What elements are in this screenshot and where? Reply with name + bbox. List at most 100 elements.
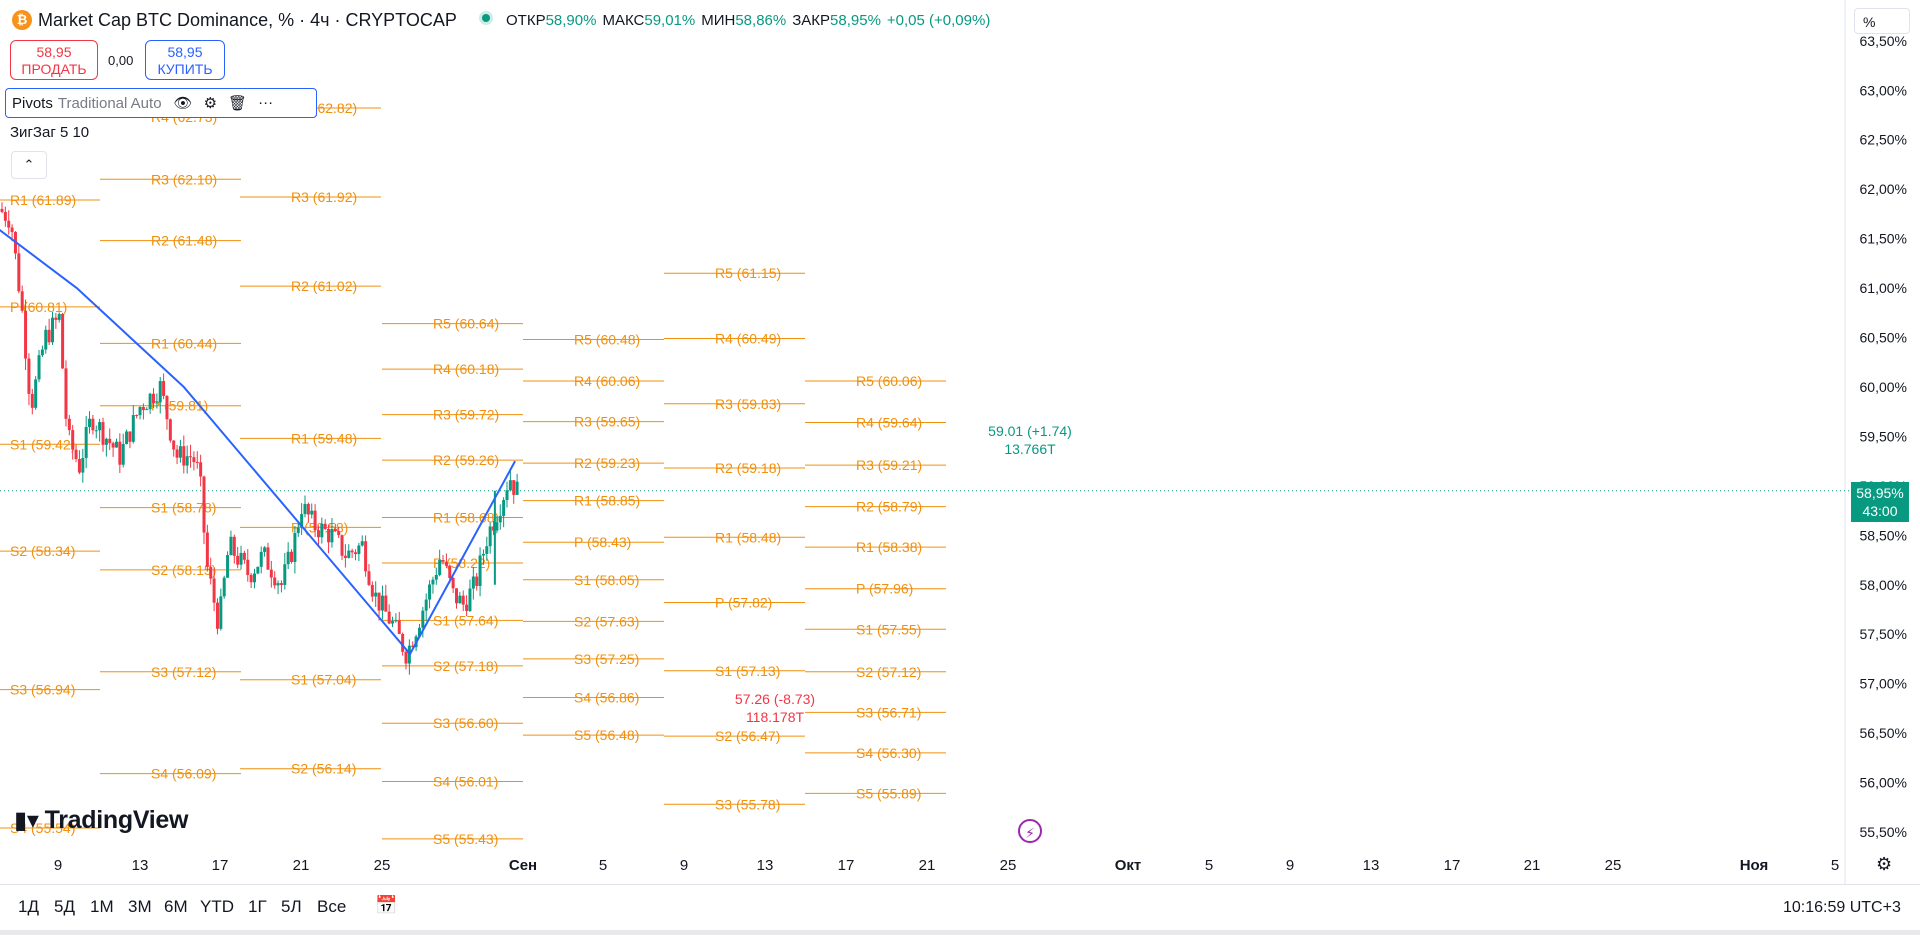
candle-body	[121, 443, 125, 465]
candle-body	[444, 561, 448, 566]
candle-body	[306, 503, 310, 515]
timeframe-2[interactable]: 1М	[90, 897, 114, 916]
candle-body	[421, 610, 425, 628]
x-tick-label: 21	[293, 857, 310, 874]
candle-body	[337, 531, 341, 536]
candle-body	[0, 208, 4, 212]
timeframe-3[interactable]: 3М	[128, 897, 152, 916]
y-tick-label: 57,00%	[1860, 676, 1907, 692]
x-tick-label: 13	[757, 857, 774, 874]
candle-body	[316, 530, 320, 538]
pivot-label: R3 (59.83)	[715, 396, 781, 412]
zigzag-indicator-legend[interactable]: ЗигЗаг 5 10	[10, 124, 90, 141]
candle-body	[40, 349, 44, 356]
x-tick-label: 13	[1363, 857, 1380, 874]
pivot-label: P (58.22)	[433, 555, 490, 571]
candle-body	[195, 462, 199, 464]
candle-body	[434, 574, 438, 580]
pivot-label: R2 (59.26)	[433, 452, 499, 468]
timeframe-4[interactable]: 6М	[164, 897, 188, 916]
candle-body	[182, 446, 186, 466]
pivot-label: R4 (60.18)	[433, 361, 499, 377]
candle-body	[185, 456, 189, 466]
pivot-label: S3 (57.12)	[151, 664, 216, 680]
candle-body	[98, 422, 102, 431]
candle-body	[273, 577, 277, 586]
x-tick-label: 21	[919, 857, 936, 874]
pivot-label: S2 (56.47)	[715, 728, 780, 744]
candle-body	[24, 310, 28, 359]
candle-body	[128, 431, 132, 442]
y-tick-label: 60,50%	[1860, 330, 1907, 346]
candle-body	[253, 573, 256, 583]
candle-body	[246, 559, 250, 575]
candle-body	[492, 526, 496, 531]
trash-icon[interactable]: 🗑	[228, 95, 248, 112]
zigzag-label: 57.26 (-8.73)	[735, 691, 815, 707]
pivot-label: S4 (55.54)	[10, 820, 75, 836]
eye-icon[interactable]: 👁	[173, 95, 193, 112]
candle-body	[485, 546, 489, 554]
candle-body	[47, 329, 51, 343]
calendar-icon[interactable]: 📅	[375, 895, 398, 915]
x-tick-label: Сен	[509, 857, 537, 874]
pivot-label: S1 (57.04)	[291, 672, 356, 688]
candle-body	[347, 550, 351, 558]
pivot-label: R4 (60.49)	[715, 330, 781, 346]
last-price-tag: 58,95% 43:00	[1851, 482, 1909, 522]
tradingview-logo: ▮▾ TradingView	[14, 806, 189, 834]
clock[interactable]: 10:16:59 UTC+3	[1783, 899, 1901, 916]
candle-body	[333, 529, 337, 532]
unit-selector[interactable]: %	[1854, 8, 1910, 34]
pivot-label: S4 (56.09)	[151, 766, 216, 782]
sell-button[interactable]: 58,95 ПРОДАТЬ	[10, 40, 98, 80]
pivot-label: R3 (61.92)	[291, 189, 357, 205]
candle-body	[155, 402, 159, 404]
x-tick-label: 17	[212, 857, 229, 874]
more-icon[interactable]: ···	[258, 94, 274, 111]
candle-body	[340, 535, 344, 556]
pivots-indicator-legend[interactable]: Pivots Traditional Auto 👁 ⚙ 🗑 ···	[5, 88, 317, 118]
x-tick-label: 9	[680, 857, 688, 874]
timeframe-8[interactable]: Все	[317, 897, 347, 916]
collapse-legend-button[interactable]: ⌃	[11, 151, 47, 179]
timeframe-7[interactable]: 5Л	[281, 897, 302, 916]
pivot-levels: R1 (61.89)P (60.81)S1 (59.42)S2 (58.34)S…	[0, 100, 946, 847]
zigzag-line	[0, 228, 516, 656]
y-tick-label: 62,50%	[1860, 132, 1907, 148]
pivot-label: R1 (59.48)	[291, 430, 357, 446]
y-tick-label: 58,50%	[1860, 527, 1907, 543]
ohlc-key: ЗАКР	[792, 12, 831, 29]
candle-body	[323, 523, 327, 529]
timeframe-5[interactable]: YTD	[200, 897, 234, 916]
candle-body	[471, 576, 475, 589]
time-axis: 9 13 17 21 25 Сен 5 9 13 17 21 25 Окт 5 9 13 17 21 25 Ноя 5	[54, 857, 1839, 874]
x-tick-label: Ноя	[1740, 857, 1769, 874]
symbol-title[interactable]: Market Cap BTC Dominance, % · 4ч · CRYPT…	[38, 10, 457, 30]
candle-body	[108, 438, 112, 444]
candle-body	[370, 584, 374, 597]
timeframe-6[interactable]: 1Г	[248, 897, 267, 916]
axis-settings-icon[interactable]: ⚙	[1876, 854, 1893, 874]
lightning-icon[interactable]: ⚡	[1018, 819, 1042, 843]
settings-icon[interactable]: ⚙	[203, 95, 218, 112]
candle-body	[461, 595, 465, 605]
buy-button[interactable]: 58,95 КУПИТЬ	[145, 40, 225, 80]
pivot-label: S4 (56.01)	[433, 774, 498, 790]
timeframe-0[interactable]: 1Д	[18, 897, 39, 916]
candle-body	[350, 550, 354, 553]
candle-body	[364, 541, 368, 572]
pivots-name: Pivots	[12, 94, 53, 112]
candle-body	[431, 579, 435, 585]
candle-body	[152, 393, 155, 404]
candle-body	[226, 555, 230, 578]
pivot-label: S2 (57.18)	[433, 658, 498, 674]
pivot-label: R2 (59.18)	[715, 460, 781, 476]
candle-body	[498, 515, 502, 523]
y-tick-label: 61,50%	[1860, 231, 1907, 247]
buy-price: 58,95	[167, 44, 203, 60]
buy-label: КУПИТЬ	[157, 61, 213, 77]
pivots-params: Traditional Auto	[57, 94, 162, 112]
timeframe-1[interactable]: 5Д	[54, 897, 75, 916]
